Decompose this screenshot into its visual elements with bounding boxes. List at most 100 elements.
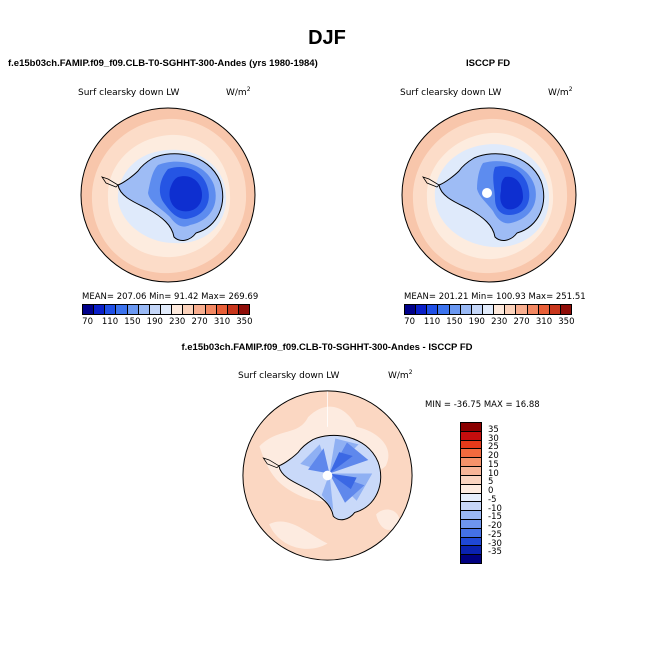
colorbar-tick-label: -20 bbox=[488, 521, 502, 531]
colorbar-tick-label: 230 bbox=[169, 317, 186, 327]
colorbar-swatch bbox=[238, 305, 250, 314]
colorbar-swatch bbox=[461, 423, 481, 432]
colorbar-swatch bbox=[461, 502, 481, 512]
diff-panel-title: f.e15b03ch.FAMIP.f09_f09.CLB-T0-SGHHT-30… bbox=[181, 342, 473, 353]
colorbar-swatch bbox=[116, 305, 128, 314]
colorbar-tick-label: 70 bbox=[404, 317, 416, 327]
colorbar-tick-label: -10 bbox=[488, 503, 502, 514]
colorbar-tick-label: 350 bbox=[558, 317, 575, 327]
colorbar-tick-label: 310 bbox=[213, 317, 231, 327]
obs-variable-label: Surf clearsky down LW bbox=[400, 88, 502, 98]
colorbar-swatch bbox=[461, 440, 481, 450]
land-core-region bbox=[500, 176, 523, 210]
colorbar-swatch bbox=[461, 467, 481, 476]
model-unit-label: W/m2 bbox=[226, 86, 251, 98]
colorbar-swatch bbox=[549, 305, 561, 314]
colorbar-swatch bbox=[205, 305, 217, 314]
colorbar-tick-label: 270 bbox=[191, 317, 208, 327]
colorbar-swatch bbox=[505, 305, 517, 314]
diff-polar-map bbox=[242, 390, 413, 561]
colorbar-swatch bbox=[461, 475, 481, 485]
colorbar-swatch bbox=[461, 546, 481, 556]
colorbar-swatch bbox=[538, 305, 550, 314]
model-variable-label: Surf clearsky down LW bbox=[78, 88, 180, 98]
colorbar-swatch bbox=[449, 305, 461, 314]
colorbar-swatch bbox=[183, 305, 195, 314]
colorbar-tick-label: -35 bbox=[488, 547, 502, 558]
colorbar-swatch bbox=[427, 305, 439, 314]
colorbar-swatch bbox=[527, 305, 539, 314]
colorbar-swatch bbox=[83, 305, 95, 314]
colorbar-swatch bbox=[438, 305, 450, 314]
obs-unit-label: W/m2 bbox=[548, 86, 573, 98]
colorbar-swatch bbox=[461, 431, 481, 441]
land-d-region bbox=[329, 452, 357, 490]
colorbar-swatch bbox=[172, 305, 184, 314]
colorbar-tick-label: 310 bbox=[535, 317, 553, 327]
colorbar-swatch bbox=[160, 305, 173, 314]
colorbar-swatch bbox=[461, 511, 481, 520]
model-panel-title: f.e15b03ch.FAMIP.f09_f09.CLB-T0-SGHHT-30… bbox=[8, 58, 318, 69]
ocean-light-region bbox=[376, 509, 400, 530]
colorbar-swatch bbox=[461, 484, 481, 494]
diff-colorbar: 35 30 25 20 15 10 5 0 -5 -10 -15 -20 -25 -30 -35 bbox=[460, 422, 502, 564]
colorbar-tick-label: 230 bbox=[491, 317, 508, 327]
diff-unit-label: W/m2 bbox=[388, 369, 413, 381]
colorbar-tick-label: 70 bbox=[82, 317, 94, 327]
colorbar-swatch bbox=[461, 555, 481, 563]
colorbar-swatch bbox=[461, 493, 481, 503]
colorbar-tick-label: 190 bbox=[146, 317, 163, 327]
colorbar-swatch bbox=[482, 305, 495, 314]
obs-panel-title: ISCCP FD bbox=[466, 58, 511, 69]
colorbar-swatch bbox=[216, 305, 228, 314]
colorbar-tick-label: 10 bbox=[488, 468, 499, 479]
colorbar-swatch bbox=[138, 305, 150, 314]
model-stats: MEAN= 207.06 Min= 91.42 Max= 269.69 bbox=[82, 292, 259, 302]
colorbar-swatch bbox=[461, 458, 481, 468]
colorbar-tick-label: 350 bbox=[236, 317, 253, 327]
colorbar-swatch bbox=[461, 449, 481, 459]
colorbar-tick-label: 5 bbox=[488, 477, 494, 488]
colorbar-swatch bbox=[461, 537, 481, 547]
colorbar-swatch bbox=[227, 305, 239, 314]
colorbar-swatch bbox=[405, 305, 417, 314]
land-c-region bbox=[308, 442, 369, 503]
colorbar-swatch bbox=[461, 519, 481, 529]
colorbar-swatch bbox=[149, 305, 161, 314]
obs-colorbar: 70 110 150 190 230 270 310 350 bbox=[404, 304, 575, 328]
obs-polar-map bbox=[401, 107, 577, 283]
model-colorbar: 70 110 150 190 230 270 310 350 bbox=[82, 304, 253, 328]
colorbar-swatch bbox=[416, 305, 428, 314]
obs-stats: MEAN= 201.21 Min= 100.93 Max= 251.51 bbox=[404, 292, 586, 302]
colorbar-tick-label: -15 bbox=[488, 512, 502, 523]
colorbar-tick-label: 35 bbox=[488, 424, 499, 435]
colorbar-tick-label: 110 bbox=[101, 317, 119, 327]
diff-stats: MIN = -36.75 MAX = 16.88 bbox=[425, 400, 540, 410]
colorbar-tick-label: 190 bbox=[468, 317, 485, 327]
colorbar-swatch bbox=[471, 305, 483, 314]
colorbar-swatch bbox=[560, 305, 572, 314]
colorbar-swatch bbox=[94, 305, 106, 314]
colorbar-swatch bbox=[516, 305, 528, 314]
colorbar-swatch bbox=[194, 305, 206, 314]
colorbar-tick-label: -5 bbox=[488, 494, 497, 505]
colorbar-tick-label: -25 bbox=[488, 529, 502, 540]
colorbar-swatch bbox=[105, 305, 117, 314]
colorbar-tick-label: 110 bbox=[423, 317, 441, 327]
model-polar-map bbox=[80, 107, 256, 283]
colorbar-tick-label: 25 bbox=[488, 442, 499, 453]
colorbar-tick-label: 270 bbox=[513, 317, 530, 327]
main-title: DJF bbox=[308, 27, 346, 49]
colorbar-tick-label: 150 bbox=[124, 317, 141, 327]
colorbar-tick-label: 20 bbox=[488, 451, 499, 461]
colorbar-swatch bbox=[494, 305, 506, 314]
colorbar-swatch bbox=[461, 528, 481, 538]
colorbar-tick-label: 30 bbox=[488, 433, 499, 444]
colorbar-swatch bbox=[127, 305, 139, 314]
land-core-region bbox=[169, 176, 202, 212]
colorbar-swatch bbox=[460, 305, 472, 314]
colorbar-tick-label: 150 bbox=[446, 317, 463, 327]
colorbar-tick-label: 15 bbox=[488, 459, 499, 470]
colorbar-tick-label: 0 bbox=[488, 486, 494, 496]
diff-variable-label: Surf clearsky down LW bbox=[238, 371, 340, 381]
